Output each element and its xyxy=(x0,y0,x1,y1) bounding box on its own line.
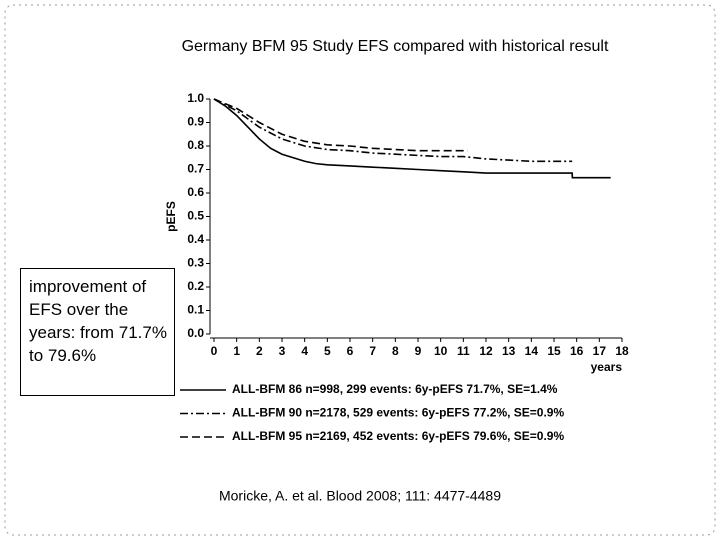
legend-label: ALL-BFM 86 n=998, 299 events: 6y-pEFS 71… xyxy=(232,382,558,396)
y-tick-label: 1.0 xyxy=(187,91,204,105)
x-tick-label: 7 xyxy=(369,344,376,358)
citation: Moricke, A. et al. Blood 2008; 111: 4477… xyxy=(219,488,501,504)
x-tick-label: 14 xyxy=(525,344,539,358)
series-line xyxy=(213,98,468,152)
y-axis-label: pEFS xyxy=(164,201,178,232)
x-axis-label: years xyxy=(591,360,623,374)
chart-title: Germany BFM 95 Study EFS compared with h… xyxy=(182,38,609,55)
y-tick-label: 0.4 xyxy=(187,232,204,246)
legend-label: ALL-BFM 90 n=2178, 529 events: 6y-pEFS 7… xyxy=(232,406,564,420)
x-tick-label: 6 xyxy=(347,344,354,358)
y-tick-label: 0.3 xyxy=(187,256,204,270)
x-tick-label: 13 xyxy=(502,344,516,358)
legend-label: ALL-BFM 95 n=2169, 452 events: 6y-pEFS 7… xyxy=(232,429,564,443)
y-tick-label: 0.8 xyxy=(187,138,204,152)
x-tick-label: 18 xyxy=(615,344,629,358)
x-tick-label: 5 xyxy=(324,344,331,358)
y-tick-label: 0.6 xyxy=(187,185,204,199)
x-tick-label: 12 xyxy=(479,344,493,358)
y-tick-label: 0.0 xyxy=(187,326,204,340)
x-tick-label: 0 xyxy=(211,344,218,358)
y-tick-label: 0.7 xyxy=(187,162,204,176)
slide-border xyxy=(4,4,716,536)
x-tick-label: 15 xyxy=(547,344,561,358)
y-tick-label: 0.5 xyxy=(187,209,204,223)
x-tick-label: 11 xyxy=(457,344,470,358)
x-tick-label: 1 xyxy=(233,344,240,358)
x-tick-label: 2 xyxy=(256,344,263,358)
x-tick-label: 3 xyxy=(279,344,286,358)
x-tick-label: 8 xyxy=(392,344,399,358)
x-tick-label: 17 xyxy=(593,344,607,358)
x-tick-label: 16 xyxy=(570,344,584,358)
x-tick-label: 9 xyxy=(415,344,422,358)
series-line xyxy=(213,98,611,179)
annotation: improvement of EFS over the years: from … xyxy=(20,268,175,396)
y-tick-label: 0.2 xyxy=(187,279,204,293)
y-tick-label: 0.9 xyxy=(187,115,204,129)
y-tick-label: 0.1 xyxy=(187,303,204,317)
series-line xyxy=(213,98,573,163)
x-tick-label: 4 xyxy=(301,344,308,358)
x-tick-label: 10 xyxy=(434,344,448,358)
